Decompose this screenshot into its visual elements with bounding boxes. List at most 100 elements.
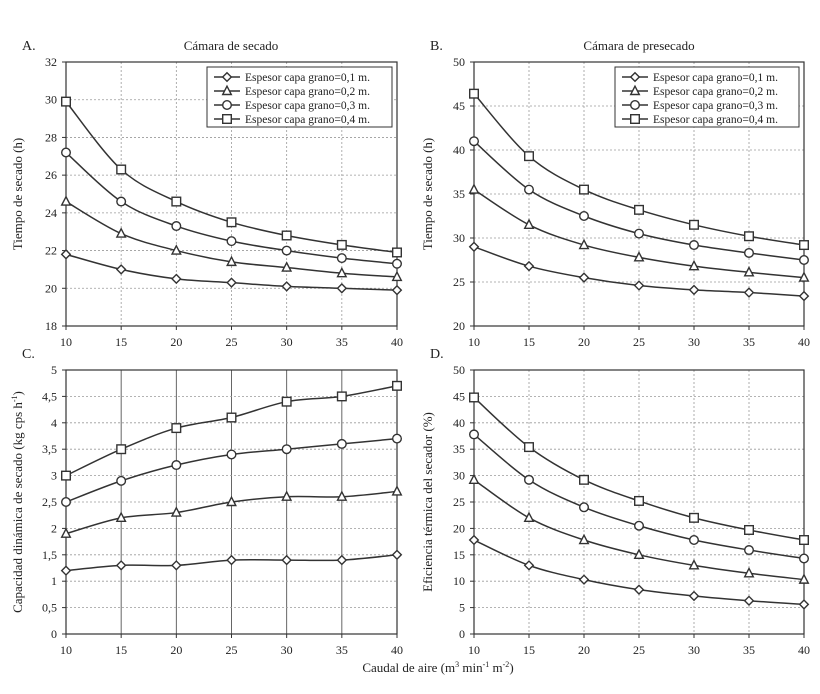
data-point-triangle [281,490,293,501]
y-tick-label: 20 [453,319,465,333]
data-point-triangle [523,218,535,230]
data-point-circle [799,553,810,564]
data-point-triangle [170,506,182,517]
x-tick-label: 40 [391,335,403,349]
data-point-circle [116,475,127,486]
data-point-circle [61,147,72,158]
data-point-triangle [633,251,645,262]
data-point-diamond [688,590,700,602]
data-point-circle [524,184,535,195]
y-tick-label: 2 [51,521,57,535]
data-point-triangle [281,261,293,272]
data-point-diamond [743,287,755,298]
data-point-diamond [171,560,182,571]
data-point-circle [61,497,72,508]
y-tick-label: 35 [453,442,465,456]
data-point-diamond [391,284,403,296]
series-4 [61,96,403,258]
x-tick-label: 25 [633,643,645,657]
y-tick-label: 5 [459,601,465,615]
data-point-diamond [523,260,535,272]
y-tick-label: 3,5 [42,442,57,456]
y-tick-label: 0 [51,627,57,641]
series-4 [61,380,403,481]
data-point-square [744,524,755,535]
data-point-triangle [743,566,755,578]
data-point-square [61,96,72,107]
legend-label: Espesor capa grano=0,2 m. [245,86,370,98]
data-point-circle [116,196,127,207]
data-point-circle [281,444,292,455]
y-tick-label: 50 [453,363,465,377]
data-point-circle [336,253,347,264]
x-tick-label: 40 [798,643,810,657]
data-point-circle [226,236,237,247]
data-point-triangle [336,490,348,501]
data-point-diamond [578,574,590,585]
data-point-circle [226,449,237,460]
x-tick-label: 40 [391,643,403,657]
y-tick-label: 40 [453,416,465,430]
data-point-triangle [633,548,645,559]
data-point-square [524,442,535,453]
panel-letter: C. [22,347,35,362]
legend-marker-diamond [629,71,641,83]
data-point-diamond [391,549,403,561]
y-tick-label: 26 [45,168,57,182]
data-point-diamond [633,280,645,291]
x-tick-label: 30 [281,643,293,657]
x-tick-label: 10 [60,335,72,349]
x-tick-label: 25 [633,335,645,349]
y-axis-label: Tiempo de secado (h) [10,138,25,251]
data-point-triangle [336,266,348,278]
data-point-circle [744,545,755,556]
data-point-triangle [688,259,700,271]
data-point-diamond [688,284,700,296]
x-tick-label: 20 [170,335,182,349]
x-tick-label: 15 [523,335,535,349]
x-tick-label: 10 [468,335,480,349]
x-tick-label: 35 [336,643,348,657]
data-point-triangle [468,473,480,485]
y-tick-label: 22 [45,244,57,258]
data-point-diamond [115,264,127,275]
y-tick-label: 0,5 [42,601,57,615]
data-point-circle [469,429,480,440]
y-tick-label: 5 [51,363,57,377]
legend: Espesor capa grano=0,1 m. Espesor capa gr… [206,66,393,128]
x-tick-label: 30 [281,335,293,349]
series-4 [469,392,810,546]
data-point-circle [392,433,403,444]
y-axis-label: Eficiencia térmica del secador (%) [420,412,435,592]
y-tick-label: 4 [51,416,57,430]
data-point-diamond [468,241,480,253]
data-point-triangle [468,183,480,194]
data-point-square [579,184,590,195]
series-4 [469,88,810,251]
series-3 [61,147,403,269]
data-point-diamond [226,554,237,566]
data-point-triangle [115,227,127,238]
y-tick-label: 1,5 [42,548,57,562]
data-point-diamond [60,565,72,576]
data-point-diamond [336,554,348,566]
data-point-square [469,88,480,99]
y-tick-label: 3 [51,469,57,483]
data-point-circle [799,254,810,265]
data-point-square [281,230,292,241]
data-point-triangle [798,573,810,584]
data-point-square [226,412,237,423]
y-tick-label: 45 [453,99,465,113]
legend-label: Espesor capa grano=0,1 m. [245,72,370,84]
x-tick-label: 25 [226,335,238,349]
series-3 [61,433,403,508]
x-tick-label: 10 [468,643,480,657]
data-point-diamond [281,554,292,566]
legend-marker-triangle [221,84,233,96]
y-tick-label: 18 [45,319,57,333]
y-tick-label: 2,5 [42,495,57,509]
data-point-triangle [578,533,590,545]
series-2 [60,485,403,538]
data-point-circle [579,210,590,221]
